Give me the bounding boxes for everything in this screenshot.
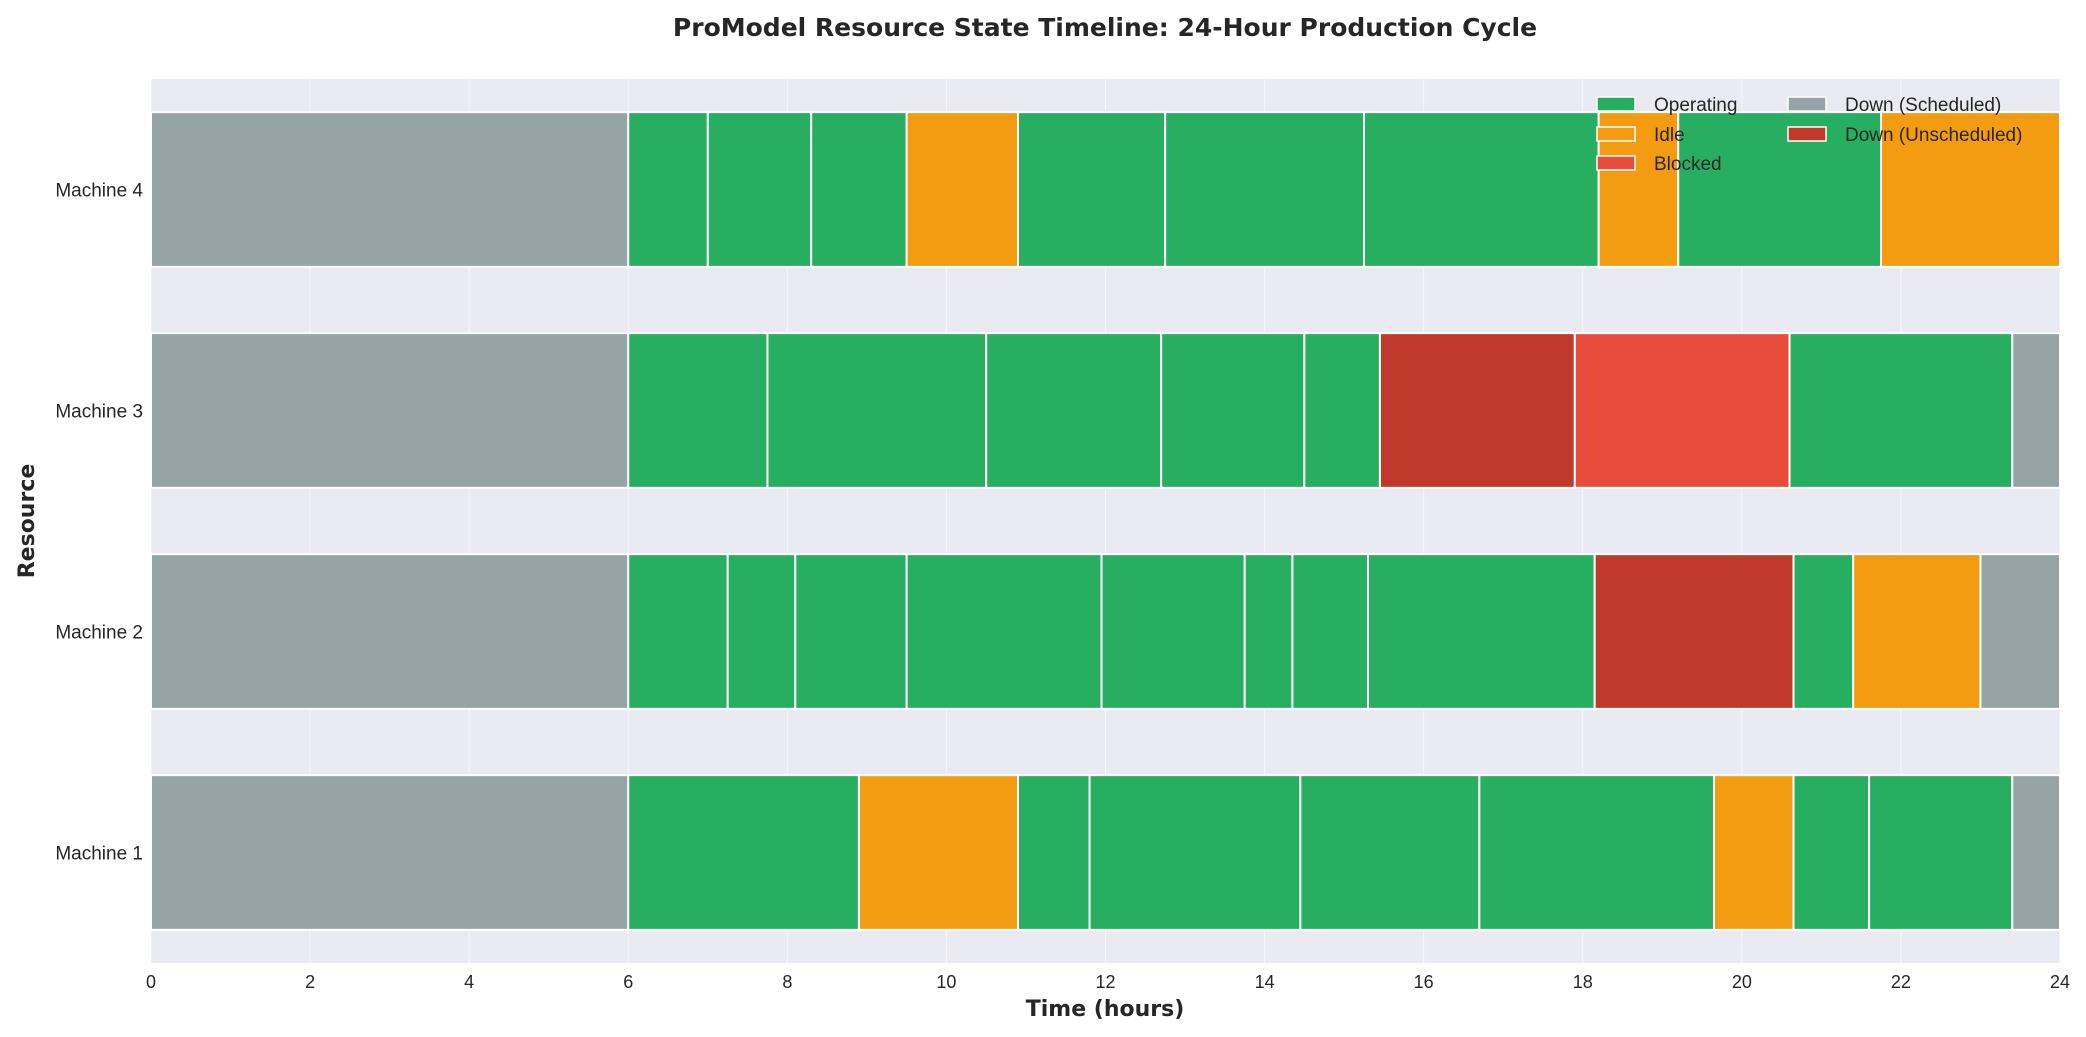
state-bar (1880, 111, 2061, 268)
state-bar (627, 774, 860, 931)
x-tick-label: 6 (623, 972, 633, 992)
legend-label: Idle (1654, 125, 1685, 146)
state-bar (1868, 774, 2014, 931)
state-bar (1160, 332, 1306, 489)
resource-labels: Machine 4 Machine 3 Machine 2 Machine 1 (55, 181, 143, 865)
state-bar (1478, 774, 1715, 931)
legend-label: Operating (1654, 95, 1737, 116)
state-bar (1291, 553, 1369, 710)
chart-title: ProModel Resource State Timeline: 24-Hou… (673, 13, 1537, 42)
resource-label: Machine 1 (55, 844, 143, 865)
x-tick-labels: 0 2 4 6 8 10 12 14 16 18 20 22 24 (146, 972, 2070, 992)
y-axis-label: Resource (15, 464, 40, 579)
x-tick-label: 16 (1414, 972, 1434, 992)
state-bar (1378, 332, 1576, 489)
state-bar (905, 553, 1103, 710)
state-bar (726, 553, 797, 710)
state-bar (1573, 332, 1791, 489)
state-bar (706, 111, 813, 268)
state-bar (1593, 553, 1795, 710)
state-bar (810, 111, 908, 268)
state-bar (1164, 111, 1366, 268)
resource-label: Machine 2 (55, 623, 143, 644)
x-tick-label: 24 (2050, 972, 2070, 992)
state-bar (150, 774, 630, 931)
state-bar (150, 553, 630, 710)
x-tick-label: 0 (146, 972, 156, 992)
resource-label: Machine 3 (55, 402, 143, 423)
legend-swatch (1787, 126, 1827, 142)
legend-label: Blocked (1654, 154, 1722, 175)
state-bar (1017, 111, 1167, 268)
state-bar (627, 111, 709, 268)
legend-label: Down (Unscheduled) (1845, 125, 2022, 146)
x-tick-label: 2 (305, 972, 315, 992)
state-bar (150, 111, 630, 268)
state-bar (1243, 553, 1294, 710)
state-bar (1979, 553, 2062, 710)
state-bar (627, 553, 729, 710)
resource-label: Machine 4 (55, 181, 143, 202)
state-bar (857, 774, 1020, 931)
state-bar (1788, 332, 2014, 489)
state-bar (1712, 774, 1795, 931)
state-bar (2011, 332, 2062, 489)
x-tick-label: 18 (1573, 972, 1593, 992)
legend-swatch (1596, 155, 1636, 171)
state-bar (1852, 553, 1982, 710)
legend-swatch (1787, 96, 1827, 112)
state-bar (1100, 553, 1246, 710)
state-bar (985, 332, 1163, 489)
legend-swatch (1596, 96, 1636, 112)
state-bar (1303, 332, 1381, 489)
state-bar (627, 332, 769, 489)
state-bar (1363, 111, 1600, 268)
state-bars (150, 111, 2062, 931)
state-bar (2011, 774, 2062, 931)
state-bar (1792, 553, 1855, 710)
state-bar (1366, 553, 1596, 710)
state-bar (766, 332, 988, 489)
x-tick-label: 20 (1732, 972, 1752, 992)
legend-swatch (1596, 126, 1636, 142)
state-bar (1088, 774, 1302, 931)
x-axis-label: Time (hours) (1026, 997, 1185, 1022)
x-tick-label: 22 (1891, 972, 1911, 992)
state-bar (1792, 774, 1871, 931)
x-tick-label: 8 (782, 972, 792, 992)
legend: Operating Idle Blocked Down (Scheduled) Down… (1596, 95, 2022, 175)
state-bar (1677, 111, 1883, 268)
x-tick-label: 4 (464, 972, 474, 992)
x-tick-label: 10 (936, 972, 956, 992)
state-bar (794, 553, 908, 710)
state-bar (1017, 774, 1091, 931)
state-bar (150, 332, 630, 489)
state-bar (1299, 774, 1481, 931)
x-tick-label: 12 (1095, 972, 1115, 992)
legend-label: Down (Scheduled) (1845, 95, 2001, 116)
state-bar (905, 111, 1020, 268)
x-tick-label: 14 (1255, 972, 1275, 992)
